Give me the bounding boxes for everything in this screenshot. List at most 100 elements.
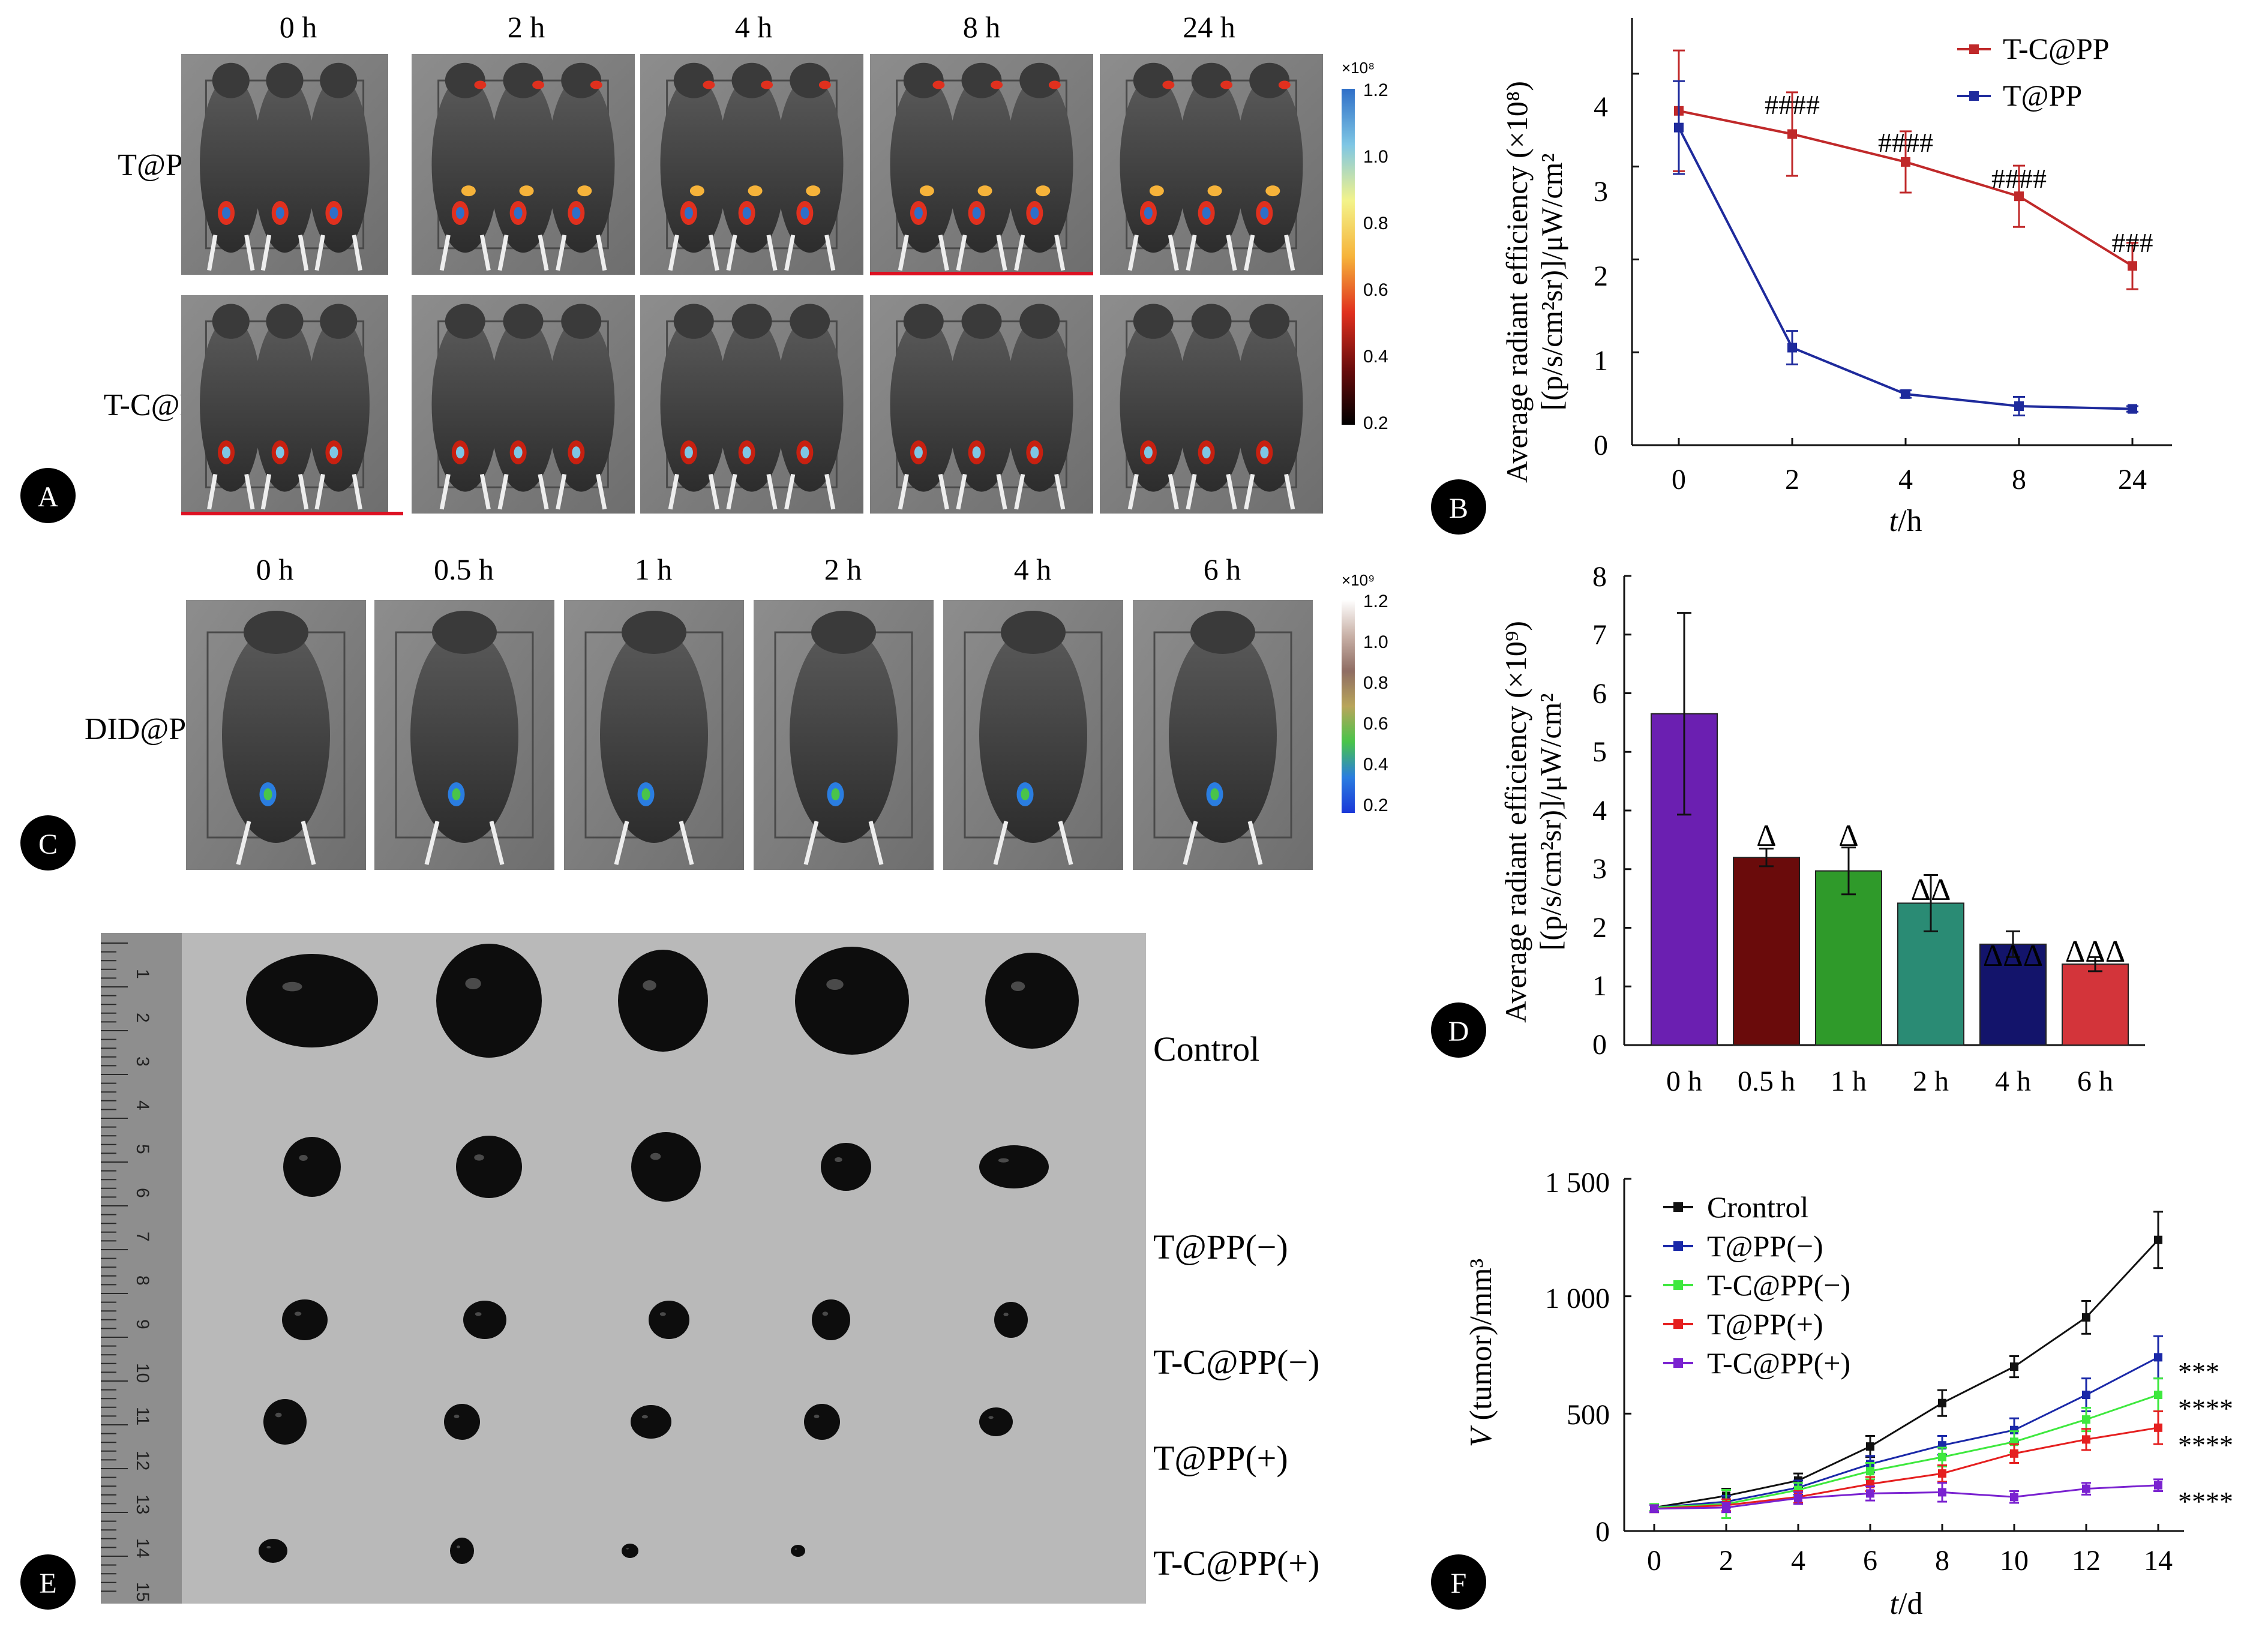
panel-d-marks xyxy=(1651,612,2129,1046)
mouse-body xyxy=(1006,317,1073,492)
tumor-specimen xyxy=(994,1302,1028,1338)
fluorescence-spot xyxy=(761,80,773,89)
mouse-limb xyxy=(824,473,836,510)
fluorescence-spot-core xyxy=(514,446,523,459)
mouse-limb xyxy=(207,235,218,271)
mouse-limb xyxy=(938,473,949,510)
fluorescence-spot xyxy=(919,185,934,197)
tumor-specimen xyxy=(791,1545,805,1557)
mouse-limb xyxy=(352,473,362,510)
tumor-highlight xyxy=(294,1311,302,1316)
fluorescence-spot-core xyxy=(1030,446,1039,459)
y-tick-label: 4 xyxy=(1594,91,1608,123)
bar xyxy=(1815,870,1882,1046)
mouse-limb xyxy=(614,821,629,865)
x-tick-label: 1 h xyxy=(1831,1065,1867,1097)
mouse-head xyxy=(961,304,1002,339)
x-axis-label: t/h xyxy=(1889,504,1922,538)
y-tick-label: 1 xyxy=(1594,345,1608,377)
tumor-highlight xyxy=(794,1548,797,1550)
fluorescence-spot-core xyxy=(684,446,693,459)
imaging-tile xyxy=(374,600,554,870)
y-tick-label: 2 xyxy=(1594,260,1608,292)
mouse-body xyxy=(431,76,499,253)
fluorescence-spot-core xyxy=(1144,206,1153,219)
panel-letter-c: C xyxy=(20,815,76,870)
y-axis-label-line1: Average radiant efficiency (×10⁹) xyxy=(1499,621,1532,1023)
mouse-head xyxy=(731,62,772,98)
significance-label: **** xyxy=(2178,1430,2233,1460)
mouse-head xyxy=(503,304,544,339)
tumor-specimen xyxy=(821,1143,871,1191)
mouse-limb xyxy=(1186,473,1197,510)
tumor-specimen xyxy=(979,1145,1049,1188)
data-point xyxy=(1938,1488,1946,1497)
mouse-head xyxy=(1249,304,1290,339)
data-point xyxy=(2082,1435,2090,1444)
mouse-head xyxy=(1001,611,1066,654)
panel-letter-d: D xyxy=(1431,1002,1486,1058)
mouse-body xyxy=(307,317,370,492)
y-tick-label: 3 xyxy=(1594,176,1608,208)
panel-c-time-label: 6 h xyxy=(1204,553,1241,586)
significance-label: **** xyxy=(2178,1486,2233,1517)
colorbar-tick: 0.4 xyxy=(1363,755,1388,775)
data-point xyxy=(1866,1442,1874,1451)
panel-c-image-strip xyxy=(186,600,1313,870)
tumor-group-label: T@PP(+) xyxy=(1153,1439,1288,1478)
mouse-body xyxy=(600,627,708,843)
fluorescence-spot-core xyxy=(1210,788,1219,800)
y-tick-label: 0 xyxy=(1594,430,1608,461)
tumor-specimen xyxy=(282,1299,328,1340)
tumor-specimen xyxy=(812,1299,850,1340)
mouse-limb xyxy=(668,473,679,510)
tumor-photo-background xyxy=(101,933,1146,1604)
fluorescence-spot xyxy=(1220,80,1233,89)
panel-letter-b: B xyxy=(1431,479,1486,535)
fluorescence-spot xyxy=(1048,80,1061,89)
tumor-highlight xyxy=(835,1157,842,1162)
y-tick-label: 0 xyxy=(1595,1516,1610,1548)
mouse-body xyxy=(490,76,557,253)
panel-b-chart: 0 2 4 8 24 0 1 2 3 4 t/h Average radiant… xyxy=(1431,18,2172,538)
x-tick-label: 6 h xyxy=(2077,1065,2113,1097)
mouse-body xyxy=(776,317,844,492)
mouse-head xyxy=(561,304,602,339)
colorbar-tick: 0.2 xyxy=(1363,413,1388,433)
tumor-specimen xyxy=(456,1136,522,1198)
colorbar-a xyxy=(1342,89,1355,425)
mouse-body xyxy=(431,317,499,492)
tumor-group-label: T-C@PP(+) xyxy=(1153,1544,1319,1583)
data-point xyxy=(1901,157,1910,167)
data-point xyxy=(1866,1489,1874,1498)
ruler-numbers: 1 2 3 4 5 6 7 8 9 10 11 12 13 14 15 xyxy=(133,969,152,1602)
x-tick-label: 12 xyxy=(2072,1545,2101,1577)
y-axis-label-line2: [(p/s/cm²sr)]/μW/cm² xyxy=(1535,154,1568,411)
x-tick-label: 2 xyxy=(1719,1545,1733,1577)
mouse-limb xyxy=(596,235,607,271)
imaging-tile xyxy=(186,600,366,870)
fluorescence-spot-core xyxy=(800,446,809,459)
legend-marker xyxy=(1673,1280,1683,1290)
panel-letter-text: F xyxy=(1451,1568,1467,1599)
tumor-specimen xyxy=(263,1399,307,1445)
fluorescence-spot-core xyxy=(1202,206,1211,219)
tumor-specimen xyxy=(622,1544,638,1558)
mouse-body xyxy=(1169,627,1277,843)
ruler-number: 8 xyxy=(133,1275,152,1286)
mouse-limb xyxy=(439,235,451,271)
mouse-limb xyxy=(556,473,567,510)
panel-letter-text: D xyxy=(1448,1016,1469,1047)
fluorescence-spot-core xyxy=(831,788,840,800)
mouse-body xyxy=(253,76,316,253)
data-point xyxy=(2014,401,2024,411)
tumor-highlight xyxy=(626,1548,629,1550)
data-point xyxy=(2082,1415,2090,1424)
ruler-number: 5 xyxy=(133,1144,152,1154)
ruler-number: 12 xyxy=(133,1451,152,1470)
mouse-limb xyxy=(1014,235,1025,271)
x-tick-label: 14 xyxy=(2144,1545,2173,1577)
fluorescence-spot-core xyxy=(222,446,231,459)
imaging-tile xyxy=(1100,54,1323,275)
